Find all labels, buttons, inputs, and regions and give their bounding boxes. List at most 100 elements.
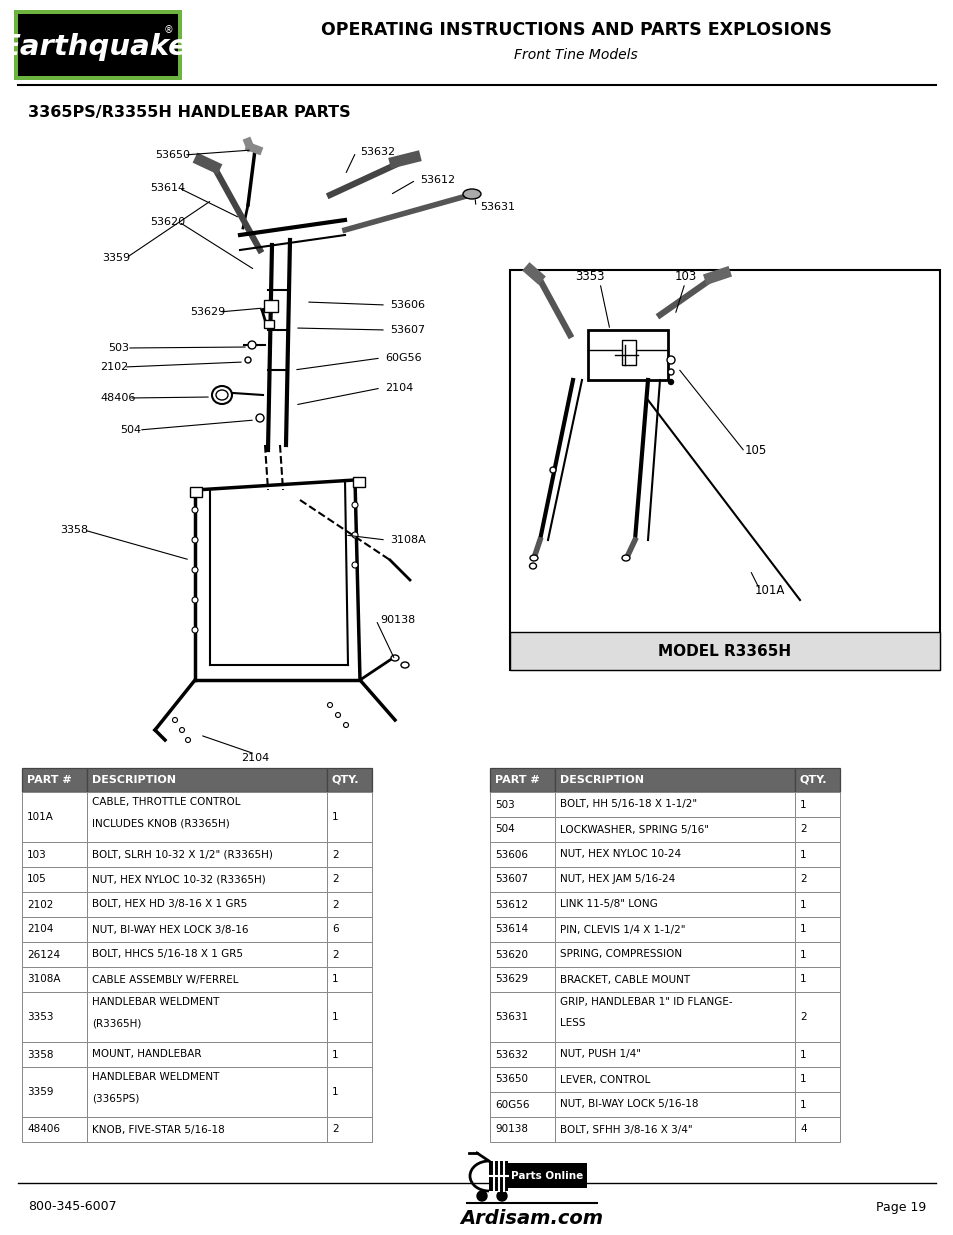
Text: 2: 2 [800, 825, 806, 835]
Ellipse shape [391, 655, 398, 661]
Text: (R3365H): (R3365H) [91, 1018, 141, 1029]
Text: 53632: 53632 [495, 1050, 528, 1060]
Bar [190, 487, 202, 496]
Bar [587, 330, 667, 380]
Text: LINK 11-5/8" LONG: LINK 11-5/8" LONG [559, 899, 657, 909]
Bar [264, 320, 274, 329]
Ellipse shape [400, 662, 409, 668]
Text: 1: 1 [800, 799, 806, 809]
Text: GRIP, HANDLEBAR 1" ID FLANGE-: GRIP, HANDLEBAR 1" ID FLANGE- [559, 997, 732, 1007]
Text: DESCRIPTION: DESCRIPTION [91, 776, 175, 785]
Text: BRACKET, CABLE MOUNT: BRACKET, CABLE MOUNT [559, 974, 689, 984]
Bar [490, 818, 555, 842]
Text: QTY.: QTY. [332, 776, 359, 785]
Bar [555, 967, 794, 992]
Bar [794, 967, 840, 992]
Text: 105: 105 [27, 874, 47, 884]
Ellipse shape [192, 537, 198, 543]
Ellipse shape [185, 737, 191, 742]
Text: ®: ® [164, 25, 173, 35]
Bar [87, 918, 327, 942]
Bar [87, 892, 327, 918]
Text: 1: 1 [332, 1011, 338, 1023]
Bar [22, 942, 87, 967]
Text: 2104: 2104 [385, 383, 413, 393]
Text: 48406: 48406 [27, 1125, 60, 1135]
Bar [555, 1092, 794, 1116]
Bar [794, 1042, 840, 1067]
Bar [327, 1042, 372, 1067]
Bar [327, 768, 372, 792]
Text: 60G56: 60G56 [385, 353, 421, 363]
Text: 53620: 53620 [495, 950, 527, 960]
Text: 6: 6 [332, 925, 338, 935]
Circle shape [476, 1191, 486, 1200]
Text: 53607: 53607 [495, 874, 527, 884]
Bar [794, 1092, 840, 1116]
Bar [327, 842, 372, 867]
Bar [490, 792, 555, 818]
Text: 3108A: 3108A [390, 535, 425, 545]
Bar [555, 792, 794, 818]
Text: MOUNT, HANDLEBAR: MOUNT, HANDLEBAR [91, 1050, 201, 1060]
Text: NUT, HEX NYLOC 10-32 (R3365H): NUT, HEX NYLOC 10-32 (R3365H) [91, 874, 266, 884]
Ellipse shape [352, 532, 357, 538]
Text: 1: 1 [800, 899, 806, 909]
Bar [22, 992, 87, 1042]
Ellipse shape [255, 414, 264, 422]
Text: CABLE, THROTTLE CONTROL: CABLE, THROTTLE CONTROL [91, 797, 240, 806]
Text: INCLUDES KNOB (R3365H): INCLUDES KNOB (R3365H) [91, 819, 230, 829]
Text: 2102: 2102 [27, 899, 53, 909]
Bar [22, 867, 87, 892]
Text: KNOB, FIVE-STAR 5/16-18: KNOB, FIVE-STAR 5/16-18 [91, 1125, 225, 1135]
Ellipse shape [192, 567, 198, 573]
Text: 3359: 3359 [102, 253, 130, 263]
Bar [22, 918, 87, 942]
Bar [22, 842, 87, 867]
Text: 3353: 3353 [27, 1011, 53, 1023]
Bar [490, 892, 555, 918]
Ellipse shape [668, 379, 673, 384]
Text: SPRING, COMPRESSION: SPRING, COMPRESSION [559, 950, 681, 960]
Text: 26124: 26124 [27, 950, 60, 960]
Ellipse shape [179, 727, 184, 732]
Bar [327, 967, 372, 992]
Text: 53614: 53614 [495, 925, 528, 935]
Text: 1: 1 [332, 811, 338, 823]
Bar [794, 792, 840, 818]
Text: 53606: 53606 [495, 850, 527, 860]
Bar [327, 942, 372, 967]
Text: 3353: 3353 [575, 270, 604, 284]
Bar [490, 842, 555, 867]
Text: 3108A: 3108A [27, 974, 60, 984]
Bar [87, 942, 327, 967]
Bar [22, 792, 87, 842]
Text: 2102: 2102 [100, 362, 128, 372]
Text: CABLE ASSEMBLY W/FERREL: CABLE ASSEMBLY W/FERREL [91, 974, 238, 984]
Text: 60G56: 60G56 [495, 1099, 529, 1109]
Text: 504: 504 [495, 825, 515, 835]
Text: NUT, BI-WAY HEX LOCK 3/8-16: NUT, BI-WAY HEX LOCK 3/8-16 [91, 925, 248, 935]
Ellipse shape [529, 563, 536, 569]
Ellipse shape [327, 703, 333, 708]
Text: Front Tine Models: Front Tine Models [514, 48, 638, 62]
Bar [555, 918, 794, 942]
Text: 103: 103 [27, 850, 47, 860]
Text: 53614: 53614 [150, 183, 185, 193]
Text: (3365PS): (3365PS) [91, 1093, 139, 1103]
Text: 53606: 53606 [390, 300, 424, 310]
Bar [490, 1067, 555, 1092]
Bar [490, 967, 555, 992]
Text: 53620: 53620 [150, 217, 185, 227]
Text: 2: 2 [332, 950, 338, 960]
Bar [264, 300, 277, 312]
Text: 3358: 3358 [60, 525, 88, 535]
Bar [555, 942, 794, 967]
Ellipse shape [343, 722, 348, 727]
Text: 53631: 53631 [495, 1011, 528, 1023]
Bar [14, 10, 182, 80]
Text: 504: 504 [120, 425, 141, 435]
Ellipse shape [192, 508, 198, 513]
Bar [555, 992, 794, 1042]
Text: PIN, CLEVIS 1/4 X 1-1/2": PIN, CLEVIS 1/4 X 1-1/2" [559, 925, 685, 935]
